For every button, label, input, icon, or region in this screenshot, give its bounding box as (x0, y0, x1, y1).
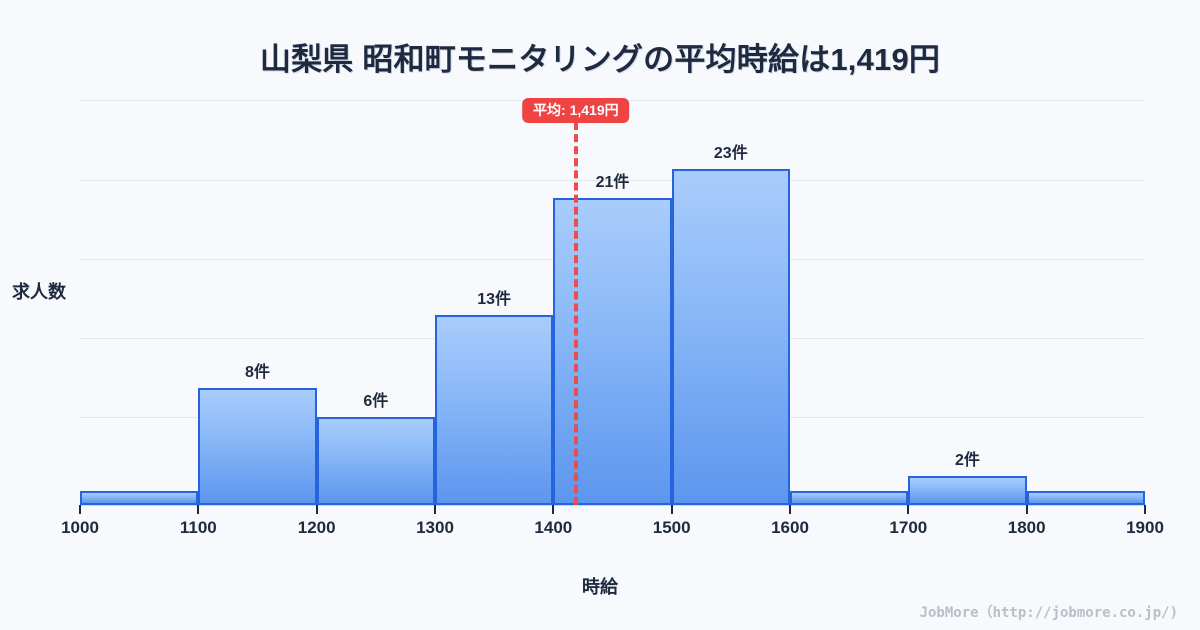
x-axis-tick-label: 1100 (179, 518, 217, 537)
histogram-bar (790, 491, 909, 505)
chart-title: 山梨県 昭和町モニタリングの平均時給は1,419円 (259, 42, 941, 77)
watermark: JobMore（http://jobmore.co.jp/) (919, 605, 1178, 621)
average-badge: 平均: 1,419円 (522, 98, 630, 123)
bar-value-label: 13件 (477, 291, 512, 309)
histogram-bar (671, 169, 790, 505)
x-axis-tick-label: 1200 (297, 518, 336, 537)
gridline (80, 180, 1145, 181)
x-axis-tick (315, 505, 318, 514)
histogram-bar (553, 198, 672, 505)
histogram-bar (435, 315, 554, 505)
x-axis-tick-label: 1800 (1007, 518, 1046, 537)
average-dashed-line (573, 122, 578, 505)
x-axis-tick (1144, 505, 1146, 514)
x-axis-tick-label: 1000 (61, 518, 99, 537)
x-axis-tick-label: 1300 (416, 518, 454, 537)
x-axis-tick-label: 1400 (534, 518, 573, 537)
x-axis-line (80, 505, 1145, 506)
x-axis-tick (907, 505, 910, 514)
bar-value-label: 2件 (955, 451, 980, 469)
x-axis-tick (434, 505, 436, 514)
bar-value-label: 23件 (713, 145, 748, 163)
x-axis-tick (79, 505, 81, 514)
x-axis-tick (552, 505, 555, 514)
x-axis-tick-label: 1900 (1126, 518, 1164, 537)
histogram-bar (198, 388, 317, 505)
histogram-bar (908, 475, 1027, 505)
bar-value-label: 21件 (595, 174, 630, 192)
y-axis-title: 求人数 (12, 282, 66, 302)
x-axis-tick (197, 505, 200, 514)
bar-value-label: 6件 (363, 393, 389, 411)
histogram-bar (1026, 491, 1145, 505)
plot-area: 8件 6件 13件 21件 23件 2件 平均: 1,419円 (80, 92, 1145, 505)
x-axis-tick (670, 505, 673, 514)
x-axis-tick (789, 505, 791, 514)
x-axis-tick (1025, 505, 1028, 514)
histogram-bar (80, 491, 199, 505)
x-axis-tick-label: 1600 (771, 518, 809, 537)
x-axis-tick-label: 1700 (889, 518, 928, 537)
x-axis-title: 時給 (582, 577, 618, 597)
x-axis-tick-label: 1500 (652, 518, 691, 537)
bar-value-label: 8件 (245, 364, 270, 382)
histogram-bar (316, 417, 435, 505)
